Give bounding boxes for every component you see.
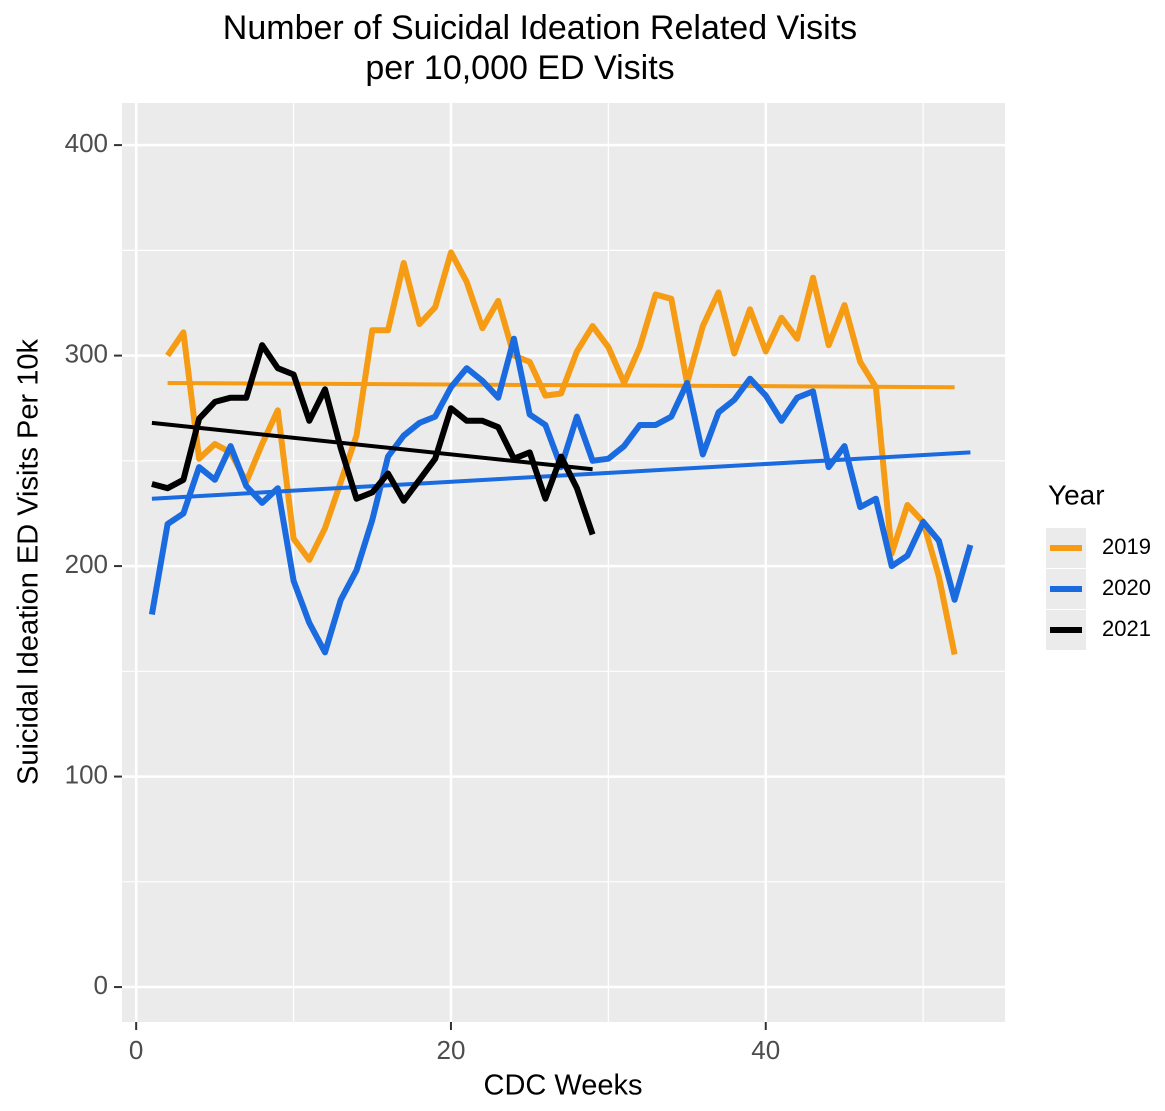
trend-line [151, 420, 593, 472]
y-tick-label: 200 [65, 549, 108, 579]
legend-label: 2019 [1102, 534, 1151, 559]
y-tick-label: 400 [65, 128, 108, 158]
x-tick-label: 0 [129, 1035, 143, 1065]
legend-label: 2020 [1102, 575, 1151, 600]
y-tick-label: 100 [65, 759, 108, 789]
x-axis-title: CDC Weeks [484, 1070, 643, 1102]
trend-line [151, 450, 971, 501]
y-tick-label: 0 [94, 970, 108, 1000]
x-tick-label: 20 [436, 1035, 465, 1065]
chart-title: per 10,000 ED Visits [365, 49, 674, 87]
y-tick-label: 300 [65, 338, 108, 368]
x-tick-label: 40 [751, 1035, 780, 1065]
plot-panel [122, 103, 1005, 1022]
y-axis-title: Suicidal Ideation ED Visits Per 10k [13, 339, 45, 785]
legend-title: Year [1048, 479, 1105, 510]
legend-label: 2021 [1102, 616, 1151, 641]
data-line [165, 249, 958, 656]
chart-title: Number of Suicidal Ideation Related Visi… [223, 9, 857, 47]
data-line [151, 342, 596, 536]
